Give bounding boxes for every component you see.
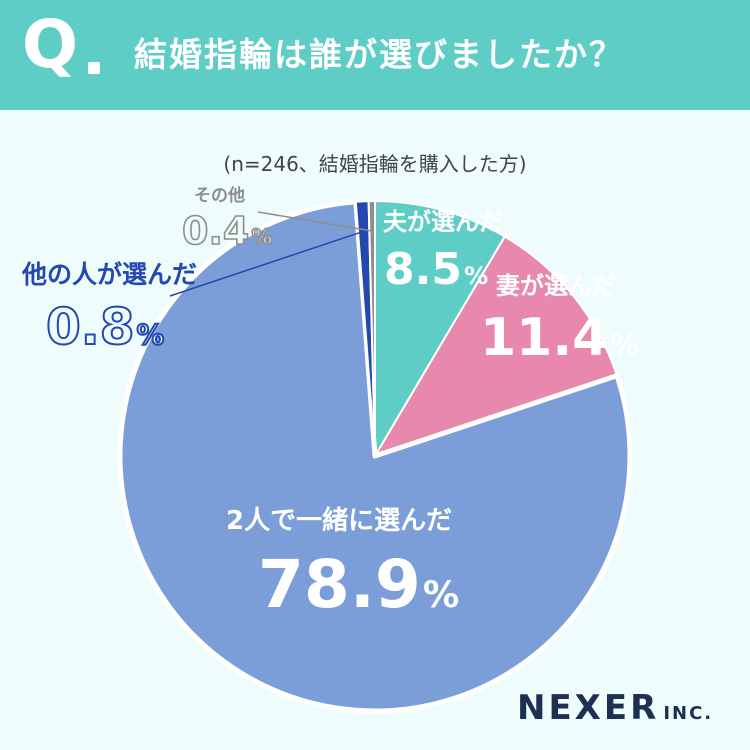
question-header: Q 結婚指輪は誰が選びましたか？ bbox=[0, 0, 750, 110]
slice-other bbox=[367, 199, 376, 457]
label-other-person: 他の人が選んだ bbox=[22, 260, 198, 289]
value-wife: 11.4% bbox=[480, 308, 639, 368]
label-other: その他 bbox=[194, 186, 245, 206]
slice-wife bbox=[374, 235, 619, 457]
label-wife: 妻が選んだ bbox=[496, 272, 616, 300]
slice-husband bbox=[374, 200, 506, 457]
value-other: 0.4% bbox=[181, 209, 273, 253]
nexer-logo: NEXER INC. bbox=[517, 688, 714, 728]
leader-line-other bbox=[257, 211, 373, 232]
value-other-person: 0.8% bbox=[45, 298, 165, 356]
question-mark: Q bbox=[22, 6, 79, 83]
question-title: 結婚指輪は誰が選びましたか？ bbox=[134, 35, 624, 74]
label-together: 2人で一緒に選んだ bbox=[226, 506, 453, 536]
value-together: 78.9% bbox=[258, 546, 460, 623]
sample-note: (n=246、結婚指輪を購入した方) bbox=[223, 152, 527, 176]
question-dot bbox=[88, 62, 100, 74]
value-husband: 8.5% bbox=[384, 244, 489, 295]
leader-line-other-person bbox=[169, 230, 364, 297]
label-husband: 夫が選んだ bbox=[383, 208, 503, 236]
